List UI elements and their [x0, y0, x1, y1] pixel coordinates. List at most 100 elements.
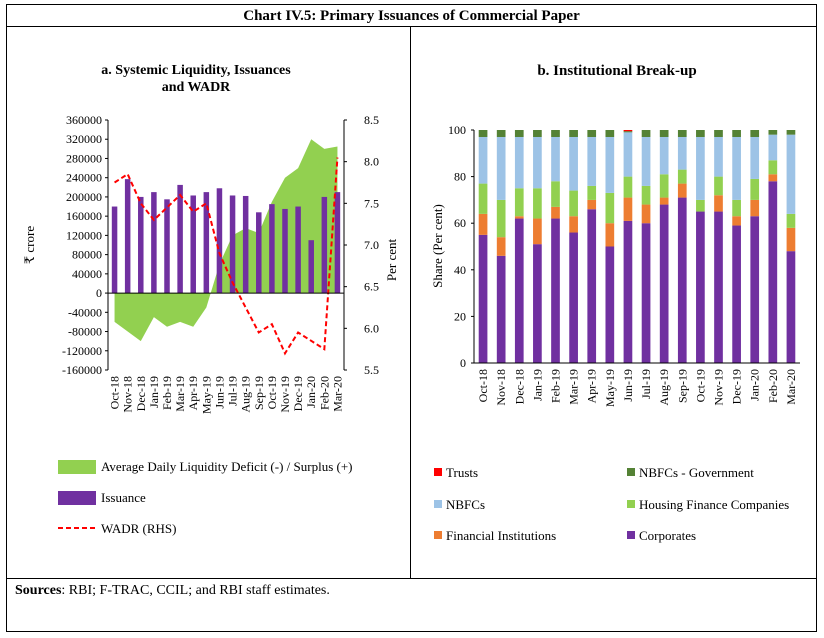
- housing-finance-segment: [696, 199, 705, 212]
- nbfcs-segment: [677, 136, 687, 170]
- panel-b-tick-label: 80: [454, 170, 466, 184]
- left-tick-label: 320000: [66, 132, 102, 146]
- housing-finance-segment: [623, 176, 633, 198]
- issuance-bar: [282, 208, 288, 294]
- panel-b-tick-label: 100: [448, 123, 466, 137]
- nbfcs-segment: [533, 136, 542, 189]
- panel-b-x-tick-label: Jul-19: [639, 369, 653, 399]
- legend-wadr-label: WADR (RHS): [101, 521, 176, 536]
- panel-a-x-tick-label: Dec-18: [134, 376, 148, 411]
- corporates-segment: [623, 220, 633, 363]
- housing-finance-segment: [605, 192, 615, 224]
- panel-b-x-tick-label: Feb-20: [766, 369, 780, 403]
- financial-institutions-segment: [496, 237, 506, 256]
- nbfcs-segment: [750, 136, 760, 179]
- nbfcs-segment: [551, 136, 560, 182]
- issuance-bar: [138, 196, 144, 294]
- panel-b-tick-label: 40: [454, 263, 466, 277]
- issuance-bar: [203, 192, 210, 294]
- right-tick-label: 7.0: [364, 238, 379, 252]
- issuance-bar: [256, 212, 262, 294]
- panel-b-tick-label: 20: [454, 309, 466, 323]
- panel-b-x-tick-label: Feb-19: [549, 369, 563, 403]
- nbfcs-government-segment: [514, 130, 524, 137]
- corporates-segment: [551, 218, 560, 363]
- housing-finance-segment: [677, 169, 687, 184]
- nbfcs-segment: [569, 136, 578, 191]
- financial-institutions-segment: [533, 218, 542, 245]
- nbfcs-government-segment: [696, 130, 705, 137]
- nbfcs-government-segment: [714, 130, 723, 137]
- housing-finance-segment: [659, 174, 669, 198]
- issuance-bar: [334, 192, 341, 294]
- left-tick-label: 80000: [72, 248, 102, 262]
- legend-trusts-swatch: [434, 468, 442, 476]
- panel-b-x-tick-label: Aug-19: [657, 369, 671, 406]
- financial-institutions-segment: [714, 195, 723, 212]
- nbfcs-government-segment: [587, 130, 597, 137]
- legend-issuance-swatch: [58, 491, 96, 505]
- nbfcs-government-segment: [768, 130, 778, 135]
- legend-nbfcs-swatch: [434, 500, 442, 508]
- housing-finance-segment: [641, 185, 651, 205]
- financial-institutions-segment: [659, 197, 669, 205]
- nbfcs-segment: [496, 136, 506, 200]
- chart-title: Chart IV.5: Primary Issuances of Commerc…: [7, 5, 816, 27]
- corporates-segment: [587, 209, 597, 363]
- panel-a-x-tick-label: Feb-19: [160, 376, 174, 410]
- financial-institutions-segment: [732, 216, 741, 226]
- nbfcs-segment: [587, 136, 597, 186]
- financial-institutions-segment: [551, 206, 560, 219]
- nbfcs-segment: [478, 136, 488, 184]
- financial-institutions-segment: [786, 227, 796, 252]
- corporates-segment: [732, 225, 741, 363]
- issuance-bar: [190, 195, 196, 294]
- issuance-bar: [216, 188, 223, 294]
- right-tick-label: 6.0: [364, 321, 379, 335]
- panel-b-x-tick-label: Jan-20: [748, 369, 762, 401]
- panel-b-x-tick-label: Mar-20: [784, 369, 798, 405]
- nbfcs-segment: [659, 136, 669, 175]
- nbfcs-government-segment: [623, 131, 633, 133]
- panel-b-x-tick-label: Nov-19: [712, 369, 726, 406]
- legend-liquidity-swatch: [58, 460, 96, 474]
- panel-b-tick-label: 0: [460, 356, 466, 370]
- trusts-segment: [623, 130, 633, 132]
- nbfcs-government-segment: [569, 130, 578, 137]
- issuance-bar: [124, 179, 131, 294]
- corporates-segment: [750, 216, 760, 363]
- corporates-segment: [714, 211, 723, 363]
- sources-note: Sources: RBI; F-TRAC, CCIL; and RBI staf…: [15, 583, 330, 599]
- nbfcs-segment: [623, 132, 633, 177]
- panel-b-x-tick-label: Mar-19: [567, 369, 581, 405]
- sources-label: Sources: [15, 583, 62, 598]
- left-tick-label: 40000: [72, 267, 102, 281]
- panel-b-x-tick-label: Oct-19: [693, 369, 707, 402]
- nbfcs-segment: [641, 136, 651, 186]
- issuance-bar: [164, 199, 170, 294]
- panel-a-x-tick-label: Dec-19: [291, 376, 305, 411]
- issuance-bar: [269, 204, 275, 294]
- right-tick-label: 5.5: [364, 363, 379, 377]
- panel-b-x-tick-label: Oct-18: [476, 369, 490, 402]
- legend-corporates-swatch: [627, 531, 635, 539]
- wadr-line: [114, 157, 339, 356]
- financial-institutions-segment: [623, 197, 633, 221]
- legend-financial-institutions-label: Financial Institutions: [446, 528, 556, 543]
- corporates-segment: [514, 218, 524, 363]
- legend-nbfcs-government-swatch: [627, 468, 635, 476]
- issuance-bar: [295, 206, 301, 294]
- corporates-segment: [478, 234, 488, 363]
- issuance-bar: [177, 184, 183, 294]
- financial-institutions-segment: [587, 199, 597, 210]
- nbfcs-segment: [768, 134, 778, 161]
- left-tick-label: -160000: [62, 363, 102, 377]
- corporates-segment: [768, 181, 778, 363]
- right-tick-label: 6.5: [364, 280, 379, 294]
- housing-finance-segment: [478, 183, 488, 214]
- panel-b-x-tick-label: May-19: [603, 369, 617, 407]
- panel-a-x-tick-label: Jan-19: [147, 376, 161, 408]
- panel-a-title-line-2: and WADR: [162, 80, 231, 95]
- nbfcs-government-segment: [478, 130, 488, 137]
